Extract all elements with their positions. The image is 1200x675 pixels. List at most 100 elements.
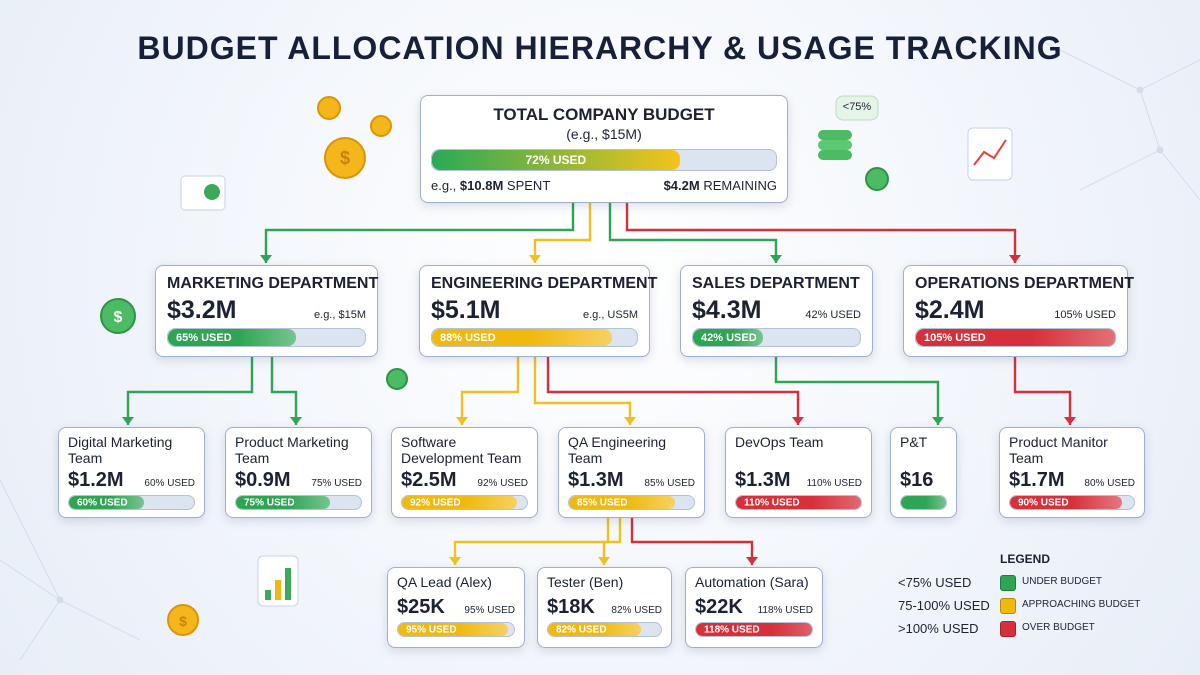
connector xyxy=(453,518,622,565)
team-note: 75% USED xyxy=(311,478,362,489)
team-amount: $16 xyxy=(900,469,934,491)
legend-range: <75% USED xyxy=(898,575,972,590)
department-note: e.g., $15M xyxy=(314,309,366,321)
department-note: 42% USED xyxy=(805,309,861,321)
member-name: Automation (Sara) xyxy=(695,574,809,590)
progress-label: 90% USED xyxy=(1018,497,1069,508)
connector xyxy=(533,203,592,263)
progress-label: 75% USED xyxy=(244,497,295,508)
department-name: ENGINEERING DEPARTMENT xyxy=(431,275,658,292)
root-title: TOTAL COMPANY BUDGET xyxy=(493,105,715,124)
progress-fill: 72% USED xyxy=(432,150,680,170)
team-note: 85% USED xyxy=(644,478,695,489)
progress-fill xyxy=(69,496,144,509)
arrowhead xyxy=(932,417,944,425)
background-network xyxy=(0,39,1200,661)
connector xyxy=(608,203,778,263)
progress-fill xyxy=(548,623,641,636)
arrowhead xyxy=(260,255,272,263)
remaining-line: $4.2M REMAINING xyxy=(664,178,777,193)
connector xyxy=(264,203,575,263)
progress-fill xyxy=(916,329,1115,346)
svg-text:$: $ xyxy=(179,613,187,629)
team-amount: $0.9M xyxy=(235,469,291,491)
arrowhead xyxy=(449,557,461,565)
progress-fill xyxy=(432,329,613,346)
arrowhead xyxy=(1009,255,1021,263)
legend-title: LEGEND xyxy=(1000,552,1051,566)
department-card: ENGINEERING DEPARTMENT $5.1M e.g., US5M 88%… xyxy=(419,265,657,357)
progress-label: 88% USED xyxy=(440,331,496,344)
department-amount: $3.2M xyxy=(167,296,237,324)
department-card: SALES DEPARTMENT $4.3M 42% USED 42% USED xyxy=(680,265,873,357)
arrowhead xyxy=(122,417,134,425)
member-amount: $22K xyxy=(695,596,743,618)
team-name: Digital Marketing Team xyxy=(68,434,173,466)
progress-fill xyxy=(693,329,764,346)
progress-fill xyxy=(168,329,297,346)
progress-track: 105% USED xyxy=(915,328,1116,347)
arrowhead xyxy=(624,417,636,425)
progress-label: 65% USED xyxy=(176,331,232,344)
team-note: 110% USED xyxy=(806,478,862,489)
team-card: Product Manitor Team $1.7M 80% USED 90% USE… xyxy=(999,427,1145,518)
arrowhead xyxy=(290,417,302,425)
remaining-label: REMAINING xyxy=(703,178,777,193)
progress-track: 82% USED xyxy=(547,622,662,637)
member-card: QA Lead (Alex) $25K 95% USED 95% USED xyxy=(387,567,525,648)
arrowhead xyxy=(792,417,804,425)
progress-track: 118% USED xyxy=(695,622,813,637)
member-amount: $18K xyxy=(547,596,595,618)
remaining-amount: $4.2M xyxy=(663,178,700,193)
department-name: SALES DEPARTMENT xyxy=(692,275,860,292)
connector xyxy=(602,518,610,565)
progress-track: 85% USED xyxy=(568,495,695,510)
arrowhead xyxy=(770,255,782,263)
progress-fill xyxy=(1010,496,1122,509)
svg-text:$: $ xyxy=(114,309,123,326)
team-amount: $1.3M xyxy=(568,469,624,491)
department-amount: $4.3M xyxy=(692,296,762,324)
legend-range: 75-100% USED xyxy=(898,598,990,613)
department-note: e.g., US5M xyxy=(582,309,638,321)
progress-label: 105% USED xyxy=(924,331,986,344)
department-card: MARKETING DEPARTMENT $3.2M e.g., $15M 65% U… xyxy=(155,265,378,357)
legend-swatch xyxy=(1000,598,1016,614)
member-note: 82% USED xyxy=(611,605,662,616)
member-card: Tester (Ben) $18K 82% USED 82% USED xyxy=(537,567,672,648)
department-name: OPERATIONS DEPARTMENT xyxy=(915,275,1134,292)
progress-label: 92% USED xyxy=(410,497,461,508)
connector xyxy=(126,357,254,425)
member-name: Tester (Ben) xyxy=(547,574,624,590)
member-note: 95% USED xyxy=(464,605,515,616)
connector xyxy=(270,357,298,425)
progress-track: 90% USED xyxy=(1009,495,1135,510)
root-card: TOTAL COMPANY BUDGET (e.g., $15M) 72% USED… xyxy=(420,95,788,203)
team-note: 60% USED xyxy=(144,478,195,489)
progress-track: 42% USED xyxy=(692,328,861,347)
decorations: $ $ $ xyxy=(100,95,1013,636)
arrowhead xyxy=(746,557,758,565)
root-subtitle: (e.g., $15M) xyxy=(566,126,642,142)
spent-amount: $10.8M xyxy=(459,178,504,193)
department-name: MARKETING DEPARTMENT xyxy=(167,275,379,292)
team-amount: $1.3M xyxy=(735,469,791,491)
arrowhead xyxy=(456,417,468,425)
progress-label: 118% USED xyxy=(704,624,760,635)
member-note: 118% USED xyxy=(757,605,813,616)
connector xyxy=(774,357,940,425)
progress-track: 95% USED xyxy=(397,622,515,637)
team-name: P&T xyxy=(900,434,928,450)
department-note: 105% USED xyxy=(1054,309,1116,321)
page-title: BUDGET ALLOCATION HIERARCHY & USAGE TRAC… xyxy=(137,30,1063,66)
team-note: 92% USED xyxy=(477,478,528,489)
member-card: Automation (Sara) $22K 118% USED 118% USED xyxy=(685,567,823,648)
progress-track: 75% USED xyxy=(235,495,362,510)
progress-fill xyxy=(736,496,861,509)
legend-range: >100% USED xyxy=(898,621,979,636)
member-name: QA Lead (Alex) xyxy=(397,574,492,590)
progress-fill xyxy=(569,496,676,509)
progress-track: 60% USED xyxy=(68,495,195,510)
progress-label: 72% USED xyxy=(525,153,587,167)
